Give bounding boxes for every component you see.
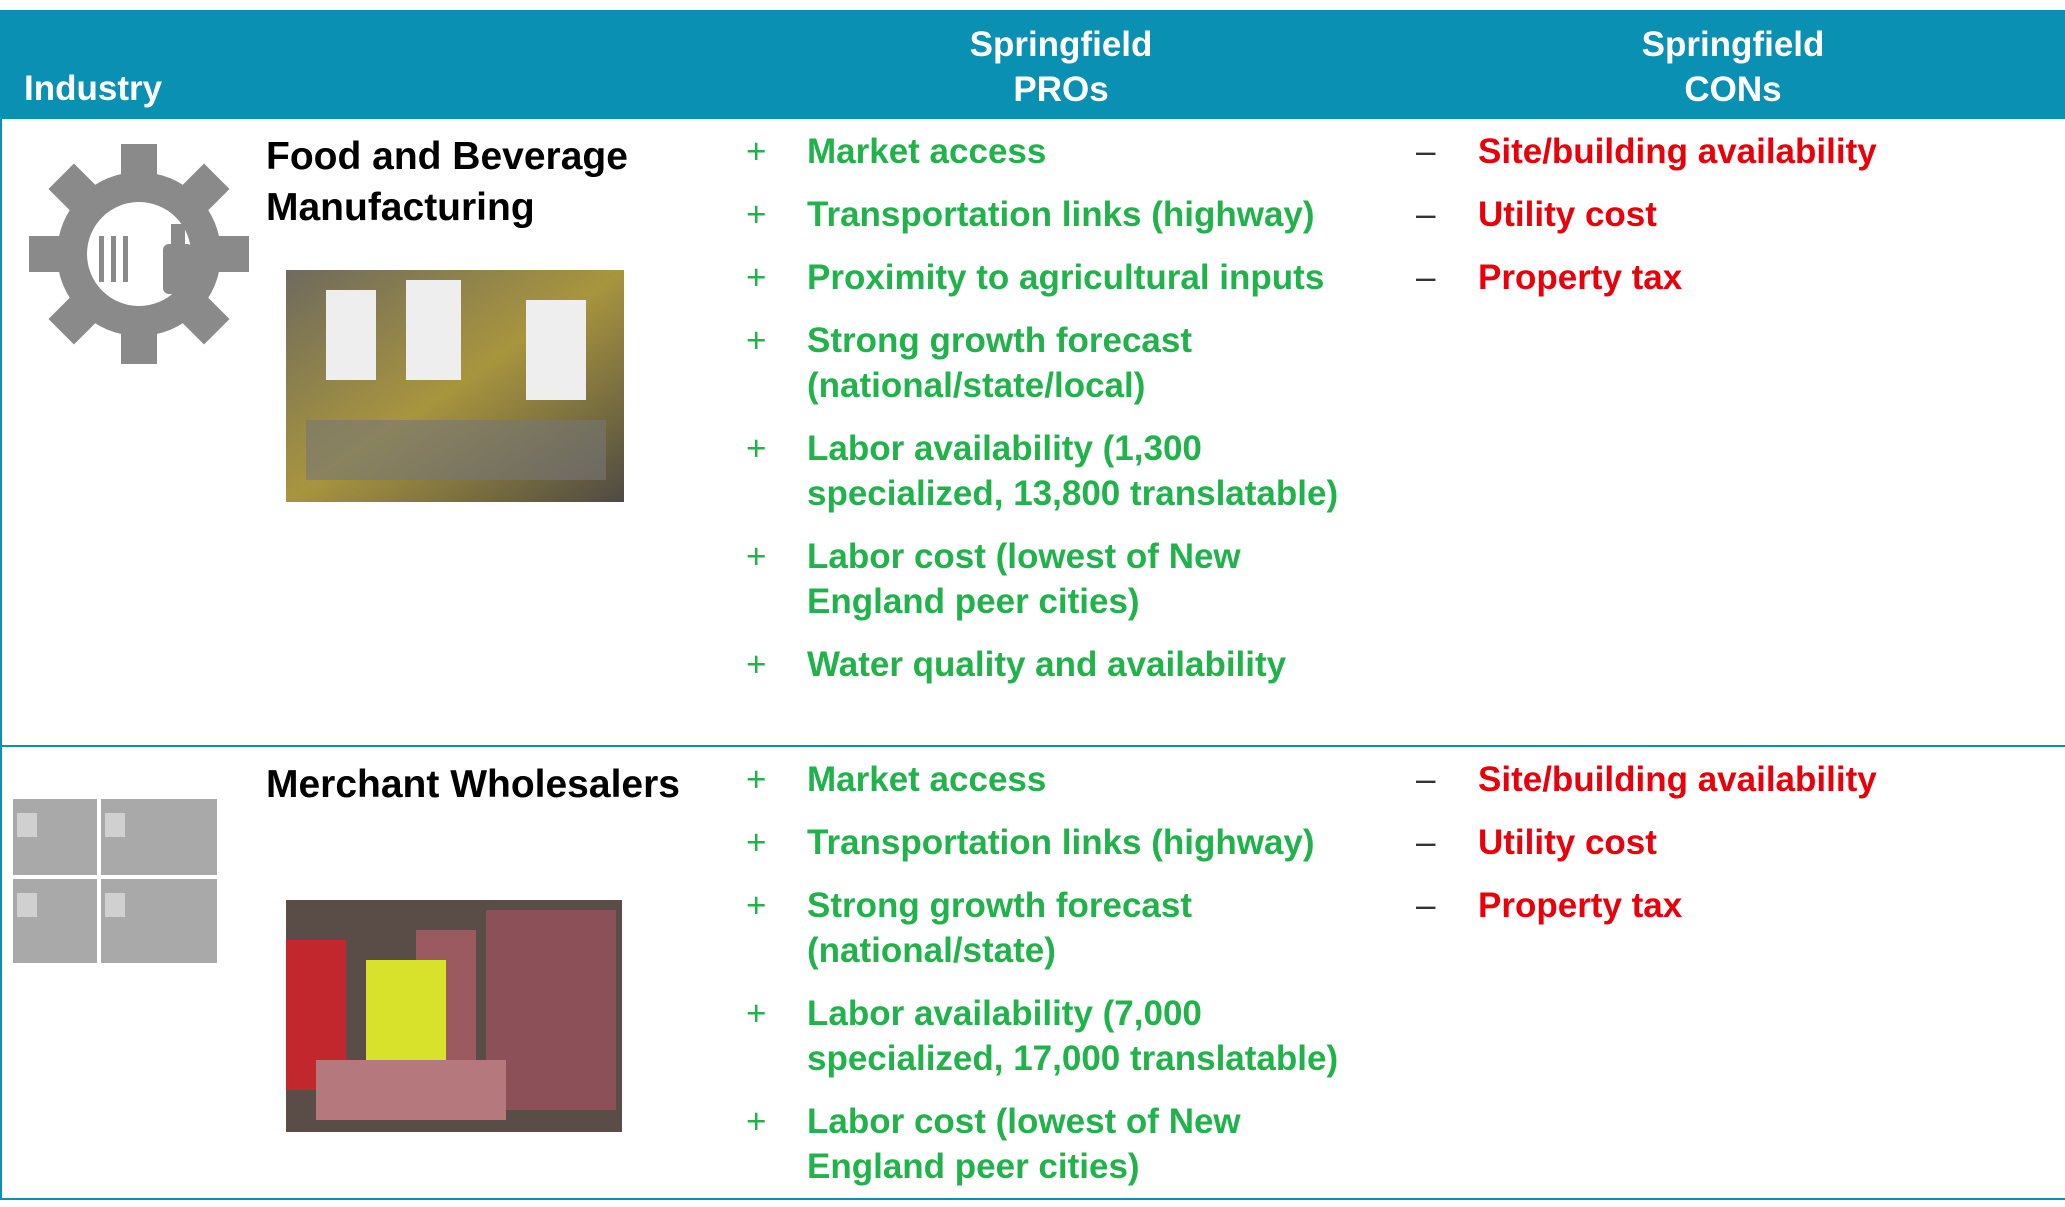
boxes-icon xyxy=(9,777,247,969)
pro-marker: + xyxy=(746,1099,766,1144)
con-list: – Site/building availability – Utility cost… xyxy=(1416,129,2036,318)
pro-item: + Strong growth forecast (national/state) xyxy=(746,883,1362,973)
industry-name: Merchant Wholesalers xyxy=(266,759,686,810)
con-text: Site/building availability xyxy=(1478,760,1877,799)
photo xyxy=(286,900,622,1132)
pro-marker: + xyxy=(746,883,766,928)
con-marker: – xyxy=(1416,129,1435,174)
con-marker: – xyxy=(1416,820,1435,865)
pro-text: Labor cost (lowest of New England peer c… xyxy=(807,537,1241,621)
con-item: – Property tax xyxy=(1416,255,2036,300)
page: Industry Springfield PROs Springfield CO… xyxy=(0,0,2065,1200)
pro-item: + Proximity to agricultural inputs xyxy=(746,255,1362,300)
header-cons: Springfield CONs xyxy=(1633,22,1833,112)
pro-text: Labor availability (7,000 specialized, 1… xyxy=(807,994,1338,1078)
con-text: Site/building availability xyxy=(1478,132,1877,171)
pro-marker: + xyxy=(746,757,766,802)
con-item: – Property tax xyxy=(1416,883,2036,928)
pro-item: + Labor availability (7,000 specialized, … xyxy=(746,991,1362,1081)
con-item: – Utility cost xyxy=(1416,192,2036,237)
pro-text: Water quality and availability xyxy=(807,645,1286,684)
con-text: Property tax xyxy=(1478,886,1682,925)
pro-text: Transportation links (highway) xyxy=(807,823,1315,862)
con-item: – Site/building availability xyxy=(1416,129,2036,174)
pro-item: + Transportation links (highway) xyxy=(746,820,1362,865)
con-text: Utility cost xyxy=(1478,823,1657,862)
con-text: Utility cost xyxy=(1478,195,1657,234)
pro-text: Transportation links (highway) xyxy=(807,195,1315,234)
pro-text: Labor cost (lowest of New England peer c… xyxy=(807,1102,1241,1186)
pro-item: + Market access xyxy=(746,757,1362,802)
pro-marker: + xyxy=(746,318,766,363)
con-item: – Utility cost xyxy=(1416,820,2036,865)
gear-icon xyxy=(26,141,252,367)
pro-item: + Water quality and availability xyxy=(746,642,1362,687)
pro-item: + Market access xyxy=(746,129,1362,174)
pro-item: + Labor availability (1,300 specialized, … xyxy=(746,426,1362,516)
pro-marker: + xyxy=(746,820,766,865)
con-list: – Site/building availability – Utility cost… xyxy=(1416,757,2036,946)
pro-list: + Market access + Transportation links (hig… xyxy=(746,757,1368,1207)
con-marker: – xyxy=(1416,757,1435,802)
pro-marker: + xyxy=(746,642,766,687)
header-industry: Industry xyxy=(24,66,162,111)
con-text: Property tax xyxy=(1478,258,1682,297)
pro-text: Labor availability (1,300 specialized, 1… xyxy=(807,429,1338,513)
pro-list: + Market access + Transportation links (hig… xyxy=(746,129,1368,705)
header: Industry Springfield PROs Springfield CO… xyxy=(0,10,2065,119)
con-marker: – xyxy=(1416,255,1435,300)
pro-text: Proximity to agricultural inputs xyxy=(807,258,1324,297)
con-marker: – xyxy=(1416,192,1435,237)
pro-text: Strong growth forecast (national/state) xyxy=(807,886,1192,970)
pro-marker: + xyxy=(746,192,766,237)
pro-marker: + xyxy=(746,129,766,174)
pro-item: + Labor cost (lowest of New England peer … xyxy=(746,1099,1362,1189)
pro-item: + Labor cost (lowest of New England peer … xyxy=(746,534,1362,624)
pro-text: Strong growth forecast (national/state/l… xyxy=(807,321,1192,405)
pro-marker: + xyxy=(746,991,766,1036)
pro-item: + Transportation links (highway) xyxy=(746,192,1362,237)
pro-marker: + xyxy=(746,255,766,300)
con-marker: – xyxy=(1416,883,1435,928)
industry-name: Food and Beverage Manufacturing xyxy=(266,131,686,233)
industry-row: Food and Beverage Manufacturing + Market a… xyxy=(0,119,2065,747)
pro-text: Market access xyxy=(807,132,1046,171)
pro-item: + Strong growth forecast (national/state/… xyxy=(746,318,1362,408)
pro-marker: + xyxy=(746,426,766,471)
header-pros: Springfield PROs xyxy=(961,22,1161,112)
con-item: – Site/building availability xyxy=(1416,757,2036,802)
pro-text: Market access xyxy=(807,760,1046,799)
industry-row: Merchant Wholesalers + Market access + Trans… xyxy=(0,747,2065,1200)
pro-marker: + xyxy=(746,534,766,579)
photo xyxy=(286,270,624,502)
